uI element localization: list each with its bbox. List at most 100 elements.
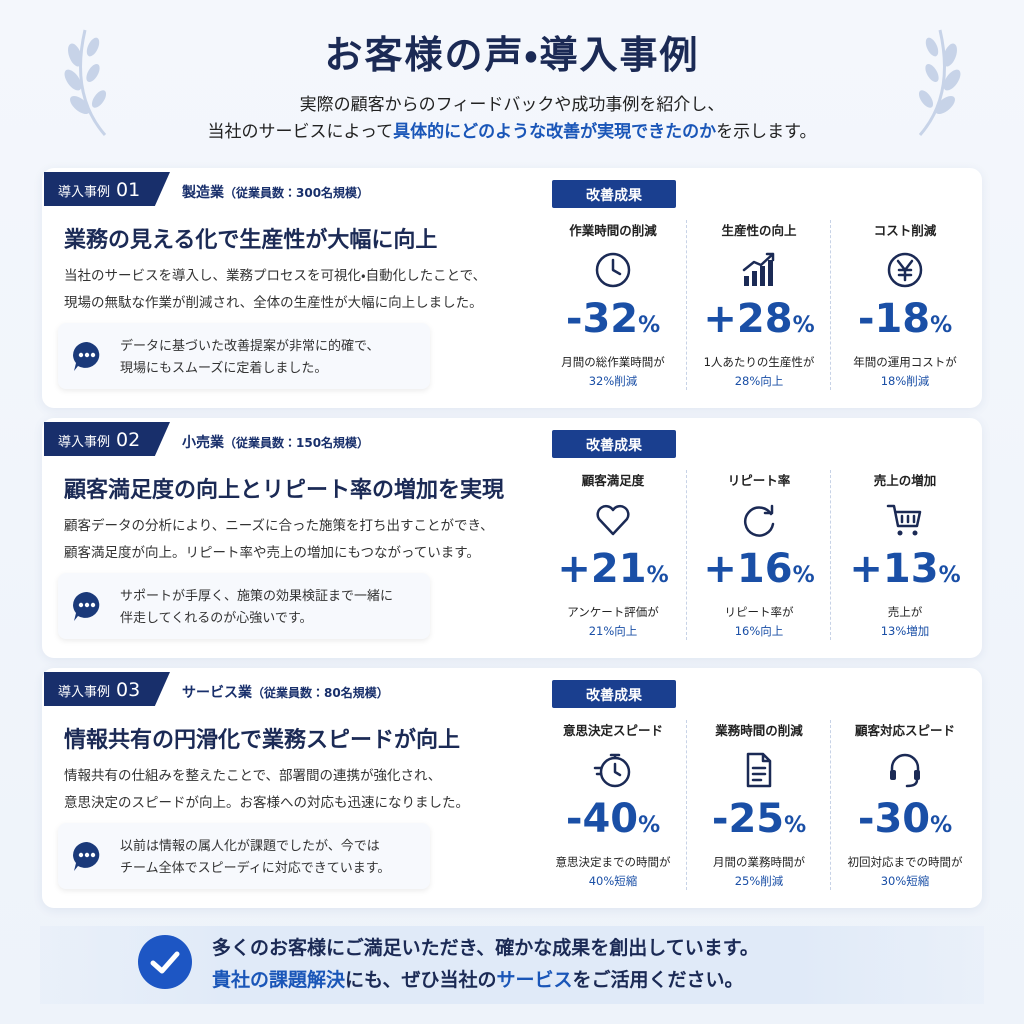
quote-text: 伴走してくれるのが心強いです。 xyxy=(120,611,313,626)
results-label: 改善成果 xyxy=(552,180,676,208)
case-description: 意思決定のスピードが向上。お客様への対応も迅速になりました。 xyxy=(64,795,469,811)
check-icon xyxy=(138,935,192,989)
column-divider xyxy=(830,220,831,390)
quote-text: チーム全体でスピーディに対応できています。 xyxy=(120,861,391,876)
subtitle: 当社のサービスによって具体的にどのような改善が実現できたのかを示します。 xyxy=(0,117,1024,142)
value-number: -30 xyxy=(857,796,931,842)
metric-label: 意思決定スピード xyxy=(562,723,663,738)
highlight: 具体的にどのような改善が実現できたのか xyxy=(393,122,717,142)
case-headline: 業務の見える化で生産性が大幅に向上 xyxy=(64,227,438,253)
value-unit: % xyxy=(646,563,669,588)
metric-note: 32%削減 xyxy=(588,374,638,388)
metric-label: 顧客満足度 xyxy=(581,473,645,488)
value-unit: % xyxy=(638,313,661,338)
industry-name: 小売業 xyxy=(182,435,224,451)
column-divider xyxy=(830,720,831,890)
metric-note: 売上が xyxy=(887,605,923,619)
column-divider xyxy=(686,470,687,640)
case-card: 導入事例 01 製造業（従業員数：300名規模） 業務の見える化で生産性が大幅に向上当… xyxy=(42,168,982,408)
industry-name: 製造業 xyxy=(182,185,224,201)
value-number: +28 xyxy=(703,296,793,342)
badge-number: 01 xyxy=(116,179,141,201)
quote-text: データに基づいた改善提案が非常に的確で、 xyxy=(120,339,380,354)
case-badge: 導入事例 02 xyxy=(44,422,170,456)
value-number: -25 xyxy=(711,796,785,842)
metric-note: 初回対応までの時間が xyxy=(847,855,963,869)
metric-label: 売上の増加 xyxy=(873,473,937,488)
metric-label: 業務時間の削減 xyxy=(715,723,803,738)
footer-band xyxy=(40,926,984,1004)
footer-line: 貴社の課題解決にも、ぜひ当社のサービスをご活用ください。 xyxy=(212,965,743,992)
metric-note: 月間の総作業時間が xyxy=(561,355,665,369)
value-unit: % xyxy=(792,313,815,338)
case-card: 導入事例 03 サービス業（従業員数：80名規模） 情報共有の円滑化で業務スピードが向… xyxy=(42,668,982,908)
results-label: 改善成果 xyxy=(552,430,676,458)
metric-icon xyxy=(593,500,633,540)
industry: 製造業（従業員数：300名規模） xyxy=(182,182,369,202)
metric-note: 28%向上 xyxy=(734,374,784,388)
metric-note: 30%短縮 xyxy=(880,874,930,888)
metric-icon xyxy=(885,500,925,540)
industry: 小売業（従業員数：150名規模） xyxy=(182,432,369,452)
quote-icon xyxy=(70,339,104,373)
case-card: 導入事例 02 小売業（従業員数：150名規模） 顧客満足度の向上とリピート率の増加を… xyxy=(42,418,982,658)
footer-line: 多くのお客様にご満足いただき、確かな成果を創出しています。 xyxy=(212,937,759,959)
metric-label: 顧客対応スピード xyxy=(854,723,955,738)
metric-note: 21%向上 xyxy=(588,624,638,638)
metric-icon xyxy=(593,750,633,790)
column-divider xyxy=(686,720,687,890)
metric-value: -18% xyxy=(835,296,975,342)
industry: サービス業（従業員数：80名規模） xyxy=(182,682,389,702)
metric-note: 13%増加 xyxy=(880,624,930,638)
laurel-right xyxy=(918,29,961,136)
metric-value: -25% xyxy=(689,796,829,842)
value-unit: % xyxy=(930,313,953,338)
quote-box: サポートが手厚く、施策の効果検証まで一緒に 伴走してくれるのが心強いです。 xyxy=(58,573,430,639)
badge-label: 導入事例 xyxy=(58,185,111,200)
metric-note: 40%短縮 xyxy=(588,874,638,888)
value-number: +21 xyxy=(557,546,647,592)
metric-label: リピート率 xyxy=(727,473,791,488)
highlight: サービス xyxy=(496,969,573,991)
column-divider xyxy=(830,470,831,640)
laurel-left xyxy=(64,29,107,136)
value-unit: % xyxy=(638,813,661,838)
quote-box: データに基づいた改善提案が非常に的確で、 現場にもスムーズに定着しました。 xyxy=(58,323,430,389)
case-badge: 導入事例 01 xyxy=(44,172,170,206)
value-number: -18 xyxy=(857,296,931,342)
metric-note: 月間の業務時間が xyxy=(713,855,805,869)
badge-number: 02 xyxy=(116,429,141,451)
metric-note: 意思決定までの時間が xyxy=(555,855,671,869)
metric-value: -30% xyxy=(835,796,975,842)
metric-note: 年間の運用コストが xyxy=(853,355,957,369)
quote-text: 以前は情報の属人化が課題でしたが、今では xyxy=(120,839,380,854)
text: を示します。 xyxy=(716,122,817,142)
case-description: 現場の無駄な作業が削減され、全体の生産性が大幅に向上しました。 xyxy=(64,295,483,311)
case-description: 顧客満足度が向上。リピート率や売上の増加にもつながっています。 xyxy=(64,545,480,561)
metric-icon xyxy=(885,750,925,790)
value-number: -40 xyxy=(565,796,639,842)
metric-note: 16%向上 xyxy=(734,624,784,638)
value-number: -32 xyxy=(565,296,639,342)
metric-value: +13% xyxy=(835,546,975,592)
badge-label: 導入事例 xyxy=(58,685,111,700)
value-number: +13 xyxy=(849,546,939,592)
metric-value: +16% xyxy=(689,546,829,592)
metric-note: 18%削減 xyxy=(880,374,930,388)
metric-icon xyxy=(739,500,779,540)
text: をご活用ください。 xyxy=(572,969,744,991)
metric-icon xyxy=(593,250,633,290)
badge-label: 導入事例 xyxy=(58,435,111,450)
industry-name: サービス業 xyxy=(182,685,252,701)
value-unit: % xyxy=(930,813,953,838)
company-size: （従業員数：300名規模） xyxy=(224,186,370,200)
column-divider xyxy=(686,220,687,390)
quote-box: 以前は情報の属人化が課題でしたが、今では チーム全体でスピーディに対応できています… xyxy=(58,823,430,889)
value-number: +16 xyxy=(703,546,793,592)
quote-text: サポートが手厚く、施策の効果検証まで一緒に xyxy=(120,589,394,604)
company-size: （従業員数：80名規模） xyxy=(252,686,389,700)
metric-value: +28% xyxy=(689,296,829,342)
metric-note: 25%削減 xyxy=(734,874,784,888)
case-description: 情報共有の仕組みを整えたことで、部署間の連携が強化され、 xyxy=(64,768,442,784)
